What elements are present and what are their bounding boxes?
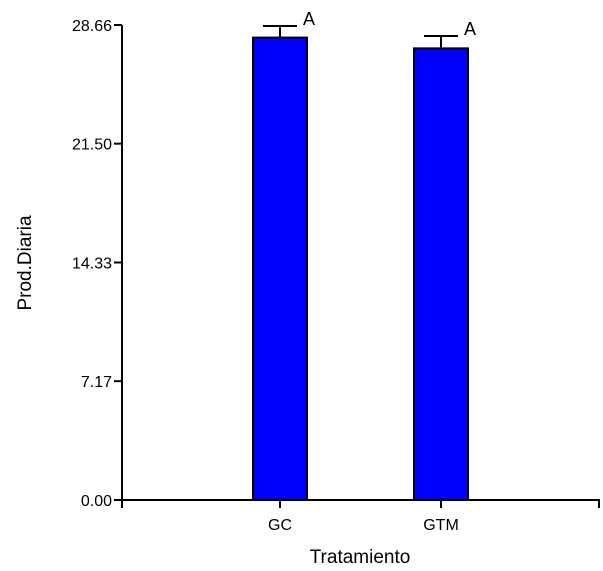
bar-gtm <box>413 47 469 501</box>
x-tick-label: GTM <box>423 517 459 534</box>
plot-area: 0.00 7.17 14.33 21.50 28.66 A GC A GTM <box>72 9 600 534</box>
y-tick-label: 0.00 <box>81 493 112 510</box>
y-tick-label: 14.33 <box>72 256 112 273</box>
data-label: A <box>303 9 315 29</box>
y-tick-label: 28.66 <box>72 18 112 35</box>
y-tick-label: 7.17 <box>81 374 112 391</box>
x-tick-label: GC <box>268 517 292 534</box>
data-label: A <box>464 19 476 39</box>
y-tick-label: 21.50 <box>72 137 112 154</box>
bar-gc <box>252 36 308 502</box>
x-axis-title: Tratamiento <box>310 547 411 568</box>
y-axis-title: Prod.Diaria <box>15 215 36 310</box>
